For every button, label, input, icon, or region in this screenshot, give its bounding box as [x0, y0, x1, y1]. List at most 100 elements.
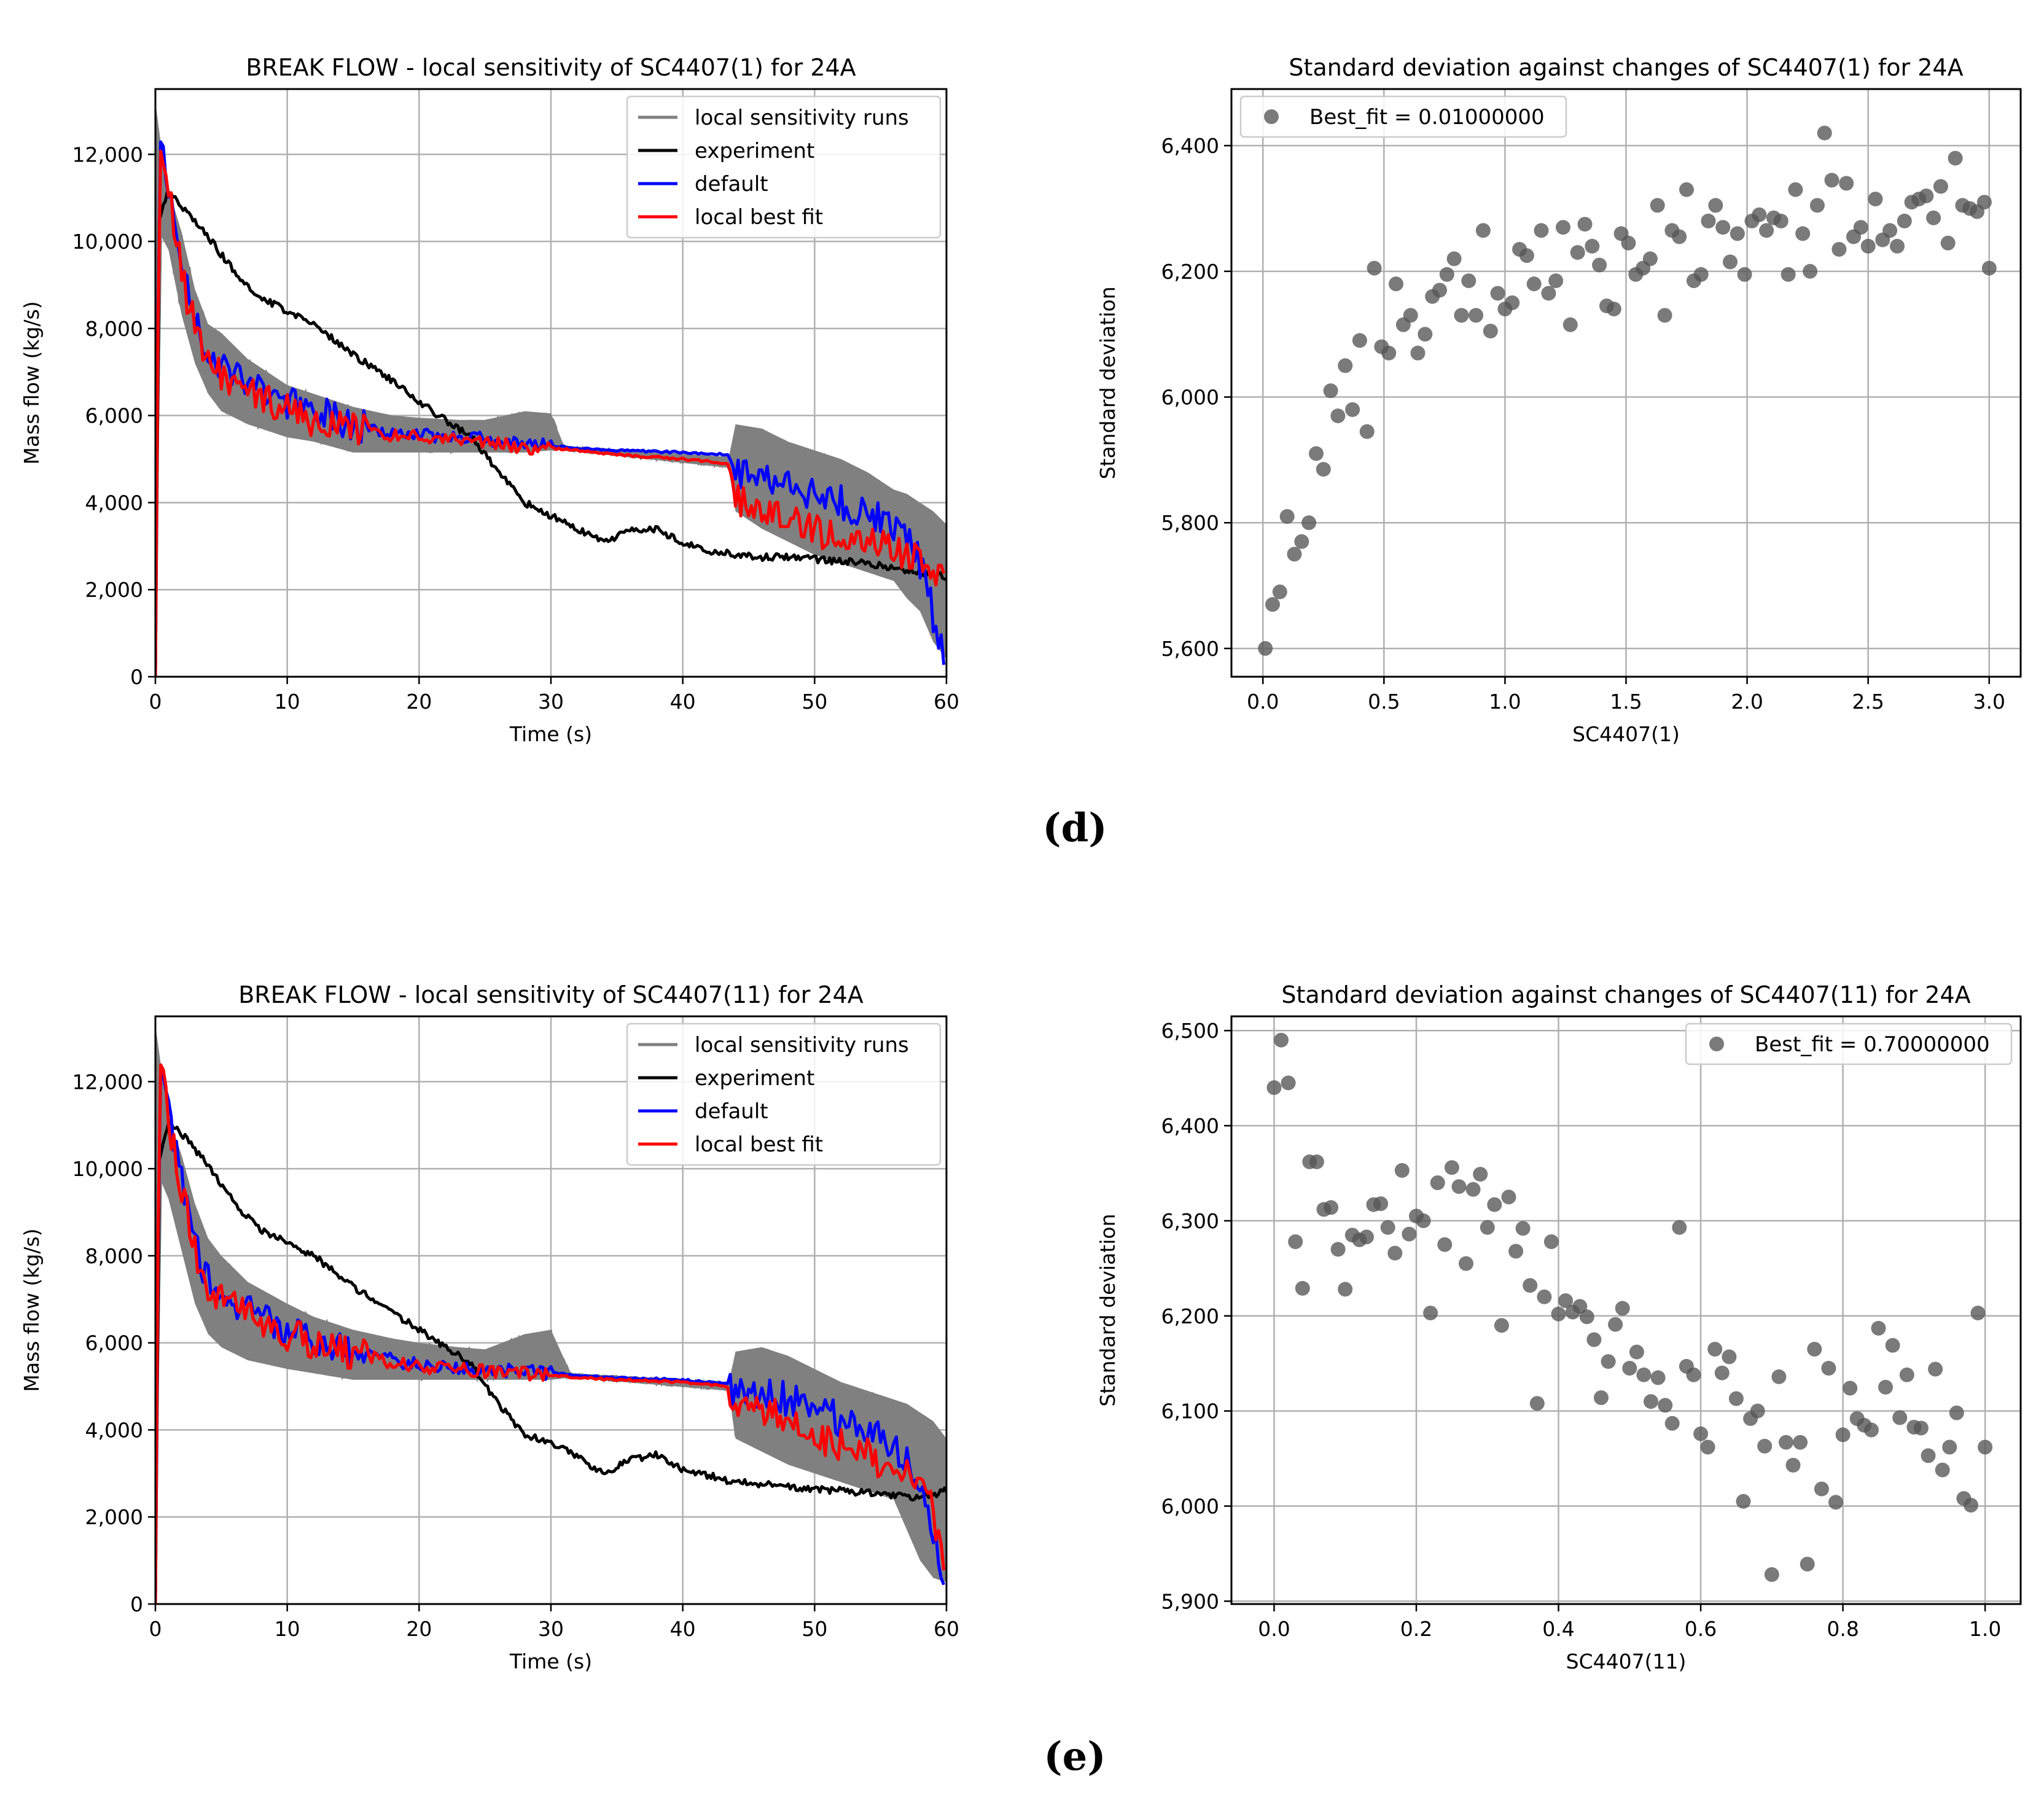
- y-tick-label: 6,000: [85, 404, 143, 428]
- y-tick-label: 6,100: [1161, 1400, 1219, 1423]
- scatter-point: [1515, 1221, 1531, 1236]
- scatter-point: [1529, 1396, 1545, 1411]
- scatter-point: [1882, 223, 1898, 238]
- x-tick-label: 0.8: [1827, 1617, 1859, 1641]
- scatter-point: [1928, 1361, 1943, 1377]
- scatter-point: [1494, 1318, 1509, 1333]
- chart-title: BREAK FLOW - local sensitivity of SC4407…: [246, 54, 856, 81]
- scatter-point: [1897, 213, 1912, 228]
- y-axis-label: Mass flow (kg/s): [20, 1228, 44, 1392]
- y-tick-label: 6,200: [1161, 1304, 1219, 1328]
- scatter-point: [1839, 176, 1854, 191]
- scatter-point: [1402, 1226, 1417, 1242]
- scatter-point: [1410, 345, 1426, 360]
- y-tick-label: 6,500: [1161, 1019, 1219, 1043]
- scatter-point: [1480, 1220, 1495, 1235]
- scatter-point: [1274, 1032, 1289, 1048]
- scatter-point: [1795, 226, 1811, 241]
- y-tick-label: 0: [130, 665, 143, 689]
- scatter-point: [1981, 260, 1997, 276]
- scatter-point: [1750, 1403, 1765, 1419]
- scatter-point: [1309, 1154, 1324, 1169]
- scatter-point: [1389, 276, 1403, 292]
- scatter-point: [1570, 245, 1585, 260]
- x-tick-label: 3.0: [1973, 690, 2005, 714]
- series-line-local-best-fit: [155, 149, 946, 677]
- scatter-point: [1701, 213, 1716, 228]
- legend-swatch: [1264, 109, 1279, 124]
- scatter-point: [1657, 308, 1672, 323]
- scatter-point: [1824, 173, 1839, 188]
- scatter-point: [1629, 1344, 1644, 1360]
- plot-area: [155, 1025, 946, 1604]
- scatter-point: [1265, 597, 1280, 612]
- scatter-point: [1831, 242, 1847, 257]
- y-tick-label: 0: [130, 1592, 143, 1616]
- legend-label: experiment: [695, 139, 814, 163]
- chart-title: BREAK FLOW - local sensitivity of SC4407…: [238, 981, 864, 1008]
- y-tick-label: 6,000: [1161, 386, 1219, 410]
- scatter-point: [1913, 1420, 1929, 1436]
- y-tick-label: 2,000: [85, 578, 143, 602]
- y-tick-label: 10,000: [72, 230, 143, 254]
- scatter-point: [1868, 192, 1883, 207]
- scatter-point: [1948, 150, 1963, 166]
- legend-label: local sensitivity runs: [695, 1033, 909, 1057]
- x-tick-label: 60: [934, 690, 959, 714]
- scatter-point: [1323, 383, 1338, 399]
- x-axis-label: SC4407(11): [1566, 1649, 1687, 1673]
- scatter-point: [1814, 1481, 1829, 1497]
- scatter-point: [1715, 220, 1731, 235]
- scatter-point: [1860, 238, 1876, 254]
- scatter-point: [1454, 308, 1469, 323]
- scatter-point: [1469, 308, 1484, 323]
- scatter-point: [1338, 358, 1353, 373]
- scatter-point: [1723, 254, 1738, 270]
- sensitivity-run-line: [155, 1080, 945, 1588]
- scatter-point: [1863, 1422, 1879, 1438]
- scatter-point: [1394, 1162, 1410, 1178]
- scatter-point: [1728, 1391, 1744, 1406]
- scatter-point: [1367, 260, 1382, 276]
- scatter-point: [1650, 1370, 1666, 1385]
- y-tick-label: 8,000: [85, 1244, 143, 1268]
- scatter-point: [1622, 1361, 1637, 1376]
- x-tick-label: 1.5: [1610, 690, 1642, 714]
- legend-swatch: [1709, 1037, 1724, 1051]
- scatter-point: [1921, 1448, 1936, 1463]
- scatter-point: [1316, 462, 1331, 477]
- scatter-point: [1933, 179, 1948, 194]
- scatter-point: [1473, 1167, 1488, 1182]
- legend-box: [1685, 1022, 2013, 1065]
- series-line-local-best-fit: [155, 1063, 946, 1604]
- plot-area: [155, 102, 946, 677]
- series-line-default: [155, 1070, 946, 1604]
- scatter-point: [1418, 327, 1433, 342]
- x-tick-label: 20: [406, 1617, 432, 1641]
- y-tick-label: 5,600: [1161, 637, 1219, 661]
- scatter-point: [1294, 534, 1309, 549]
- y-tick-label: 10,000: [72, 1157, 143, 1181]
- scatter-point: [1577, 217, 1593, 232]
- scatter-point: [1446, 251, 1462, 267]
- y-tick-label: 6,000: [85, 1331, 143, 1355]
- scatter-point: [1338, 1282, 1353, 1297]
- scatter-point: [1543, 1234, 1559, 1249]
- legend-box: [626, 1022, 942, 1166]
- y-tick-label: 6,200: [1161, 260, 1219, 284]
- y-tick-label: 4,000: [85, 491, 143, 515]
- scatter-point: [1459, 1256, 1473, 1271]
- scatter-point: [1700, 1439, 1715, 1455]
- x-tick-label: 40: [670, 690, 696, 714]
- scatter-point: [1295, 1280, 1310, 1296]
- scatter-point: [1487, 1197, 1502, 1212]
- legend-label: Best_fit = 0.01000000: [1309, 105, 1545, 130]
- y-axis-label: Mass flow (kg/s): [20, 301, 44, 464]
- scatter-point: [1817, 125, 1832, 141]
- scatter-point: [1572, 1299, 1588, 1314]
- plot-area: [1266, 1032, 1993, 1582]
- panel-label-e: (e): [1043, 1734, 1106, 1780]
- scatter-point: [1537, 1289, 1552, 1304]
